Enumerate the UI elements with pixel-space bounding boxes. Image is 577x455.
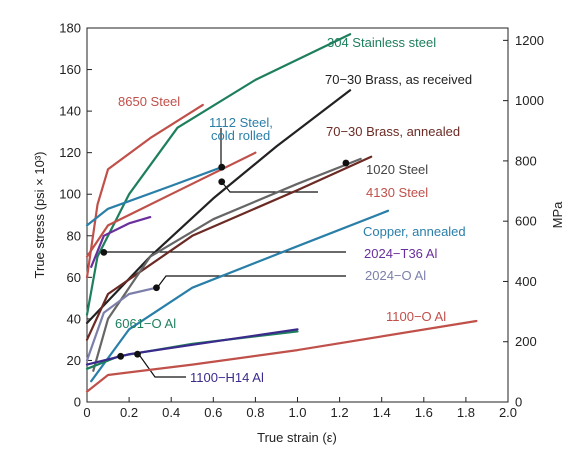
y-tick-label: 20 <box>67 353 81 368</box>
y-right-tick-label: 1000 <box>515 93 544 108</box>
x-tick-label: 2.0 <box>499 405 517 420</box>
y-tick-label: 0 <box>74 395 81 410</box>
y-right-tick-label: 0 <box>515 395 522 410</box>
x-tick-label: 1.0 <box>288 405 306 420</box>
y-right-axis-title: MPa <box>550 201 565 229</box>
series-label: 2024−T36 Al <box>364 246 437 261</box>
y-right-tick-label: 800 <box>515 153 537 168</box>
x-tick-label: 1.6 <box>415 405 433 420</box>
series-label: Copper, annealed <box>363 224 466 239</box>
series-line-7 <box>90 209 390 383</box>
y-tick-label: 160 <box>59 62 81 77</box>
series-label: 6061−O Al <box>115 316 176 331</box>
y-tick-label: 100 <box>59 187 81 202</box>
y-tick-label: 120 <box>59 145 81 160</box>
series-line-9 <box>85 286 158 362</box>
series-line-2 <box>85 103 204 279</box>
x-tick-label: 1.2 <box>331 405 349 420</box>
x-axis-title: True strain (ε) <box>257 430 337 445</box>
series-line-12 <box>85 328 299 366</box>
leader-line-1 <box>220 180 318 193</box>
series-label: 4130 Steel <box>366 185 428 200</box>
y-tick-label: 180 <box>59 21 81 36</box>
marker-dot-2 <box>218 178 226 186</box>
y-right-tick-label: 600 <box>515 214 537 229</box>
series-label: 1100−H14 Al <box>190 370 264 385</box>
marker-dot-3 <box>100 249 108 256</box>
series-label: 304 Stainless steel <box>327 35 436 50</box>
y-axis-title: True stress (psi × 10³) <box>32 151 47 278</box>
series-line-5 <box>92 157 362 372</box>
series-label: 1100−O Al <box>386 309 446 324</box>
series-line-4 <box>85 155 373 341</box>
x-tick-label: 1.4 <box>373 405 391 420</box>
series-line-10 <box>85 319 478 393</box>
series-line-3 <box>85 166 223 227</box>
series-label: 2024−O Al <box>365 268 426 283</box>
series-line-6 <box>85 151 257 258</box>
leader-line-3 <box>156 275 346 289</box>
x-tick-label: 0 <box>83 405 90 420</box>
leader-line-4 <box>139 355 186 378</box>
y-right-tick-label: 1200 <box>515 33 544 48</box>
y-tick-label: 140 <box>59 104 81 119</box>
y-tick-label: 40 <box>67 311 81 326</box>
series-line-0 <box>85 33 352 316</box>
x-tick-label: 0.6 <box>204 405 222 420</box>
series-label: 1112 Steel, <box>209 115 273 130</box>
y-tick-label: 80 <box>67 228 81 243</box>
series-label: 70−30 Brass, annealed <box>326 124 460 139</box>
series-line-8 <box>90 216 152 268</box>
series-label: 8650 Steel <box>118 94 180 109</box>
series-label: cold rolled <box>211 128 270 143</box>
series-line-11 <box>85 330 299 370</box>
marker-dot-1 <box>342 159 350 167</box>
y-right-tick-label: 400 <box>515 274 537 289</box>
marker-dot-6 <box>134 350 141 358</box>
marker-dot-5 <box>117 352 125 360</box>
y-tick-label: 60 <box>67 270 81 285</box>
x-tick-label: 1.8 <box>457 405 475 420</box>
series-label: 70−30 Brass, as received <box>325 72 472 87</box>
marker-dot-4 <box>153 284 160 292</box>
x-tick-label: 0.2 <box>120 405 138 420</box>
series-label: 1020 Steel <box>366 162 428 177</box>
y-right-tick-label: 200 <box>515 334 537 349</box>
x-tick-label: 0.4 <box>162 405 180 420</box>
marker-dot-0 <box>218 163 226 171</box>
x-tick-label: 0.8 <box>246 405 264 420</box>
